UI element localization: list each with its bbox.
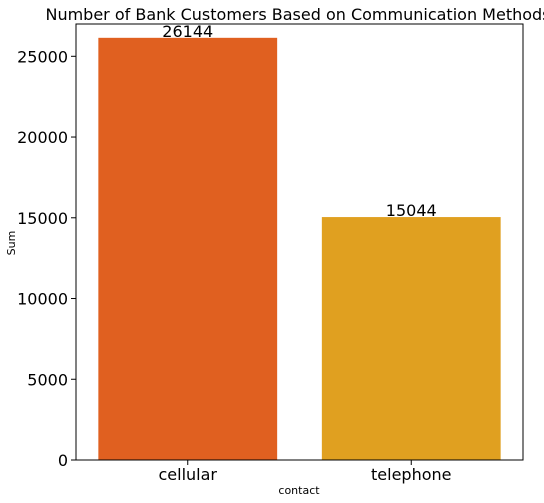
y-axis-ticks: 0 5000 10000 15000 20000 25000 bbox=[17, 47, 76, 470]
x-axis-ticks: cellular telephone bbox=[159, 460, 451, 484]
y-tick-label: 5000 bbox=[27, 370, 68, 389]
x-tick-label: telephone bbox=[371, 465, 451, 484]
data-label-cellular: 26144 bbox=[162, 22, 213, 41]
y-tick-label: 25000 bbox=[17, 47, 68, 66]
y-tick-label: 20000 bbox=[17, 128, 68, 147]
bar-cellular bbox=[98, 37, 278, 460]
y-tick-label: 10000 bbox=[17, 290, 68, 309]
x-tick-label: cellular bbox=[159, 465, 218, 484]
data-label-telephone: 15044 bbox=[386, 201, 437, 220]
bar-telephone bbox=[321, 217, 501, 460]
x-axis-label: contact bbox=[278, 484, 320, 497]
y-axis-label: Sum bbox=[5, 231, 18, 256]
plot-frame bbox=[75, 23, 524, 461]
y-tick-label: 0 bbox=[58, 451, 68, 470]
y-tick-label: 15000 bbox=[17, 209, 68, 228]
chart-title: Number of Bank Customers Based on Commun… bbox=[45, 5, 544, 24]
plot-bars: 26144 15044 bbox=[98, 22, 501, 460]
